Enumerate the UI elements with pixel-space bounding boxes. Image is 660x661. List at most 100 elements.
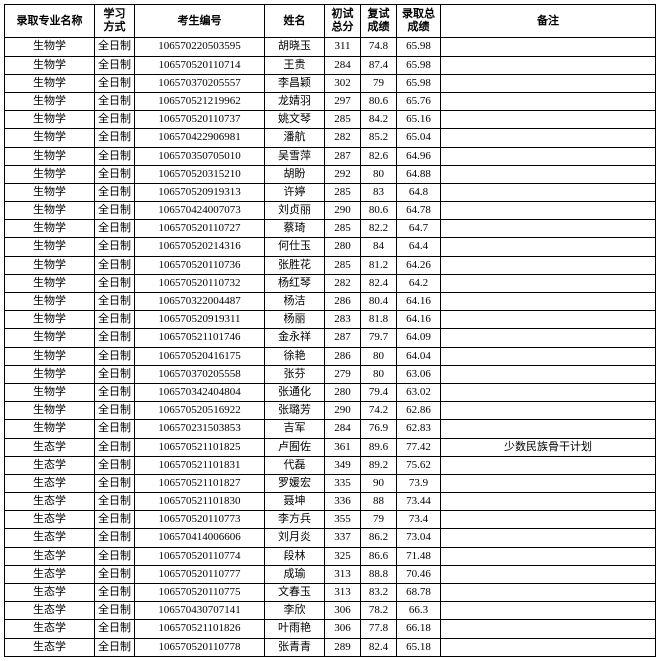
cell-name: 李欣 (265, 602, 325, 620)
cell-mode: 全日制 (95, 311, 135, 329)
cell-major: 生态学 (5, 474, 95, 492)
cell-tot: 64.16 (397, 293, 441, 311)
cell-id: 106570520110737 (135, 111, 265, 129)
table-row: 生物学全日制106570424007073刘贞丽29080.664.78 (5, 202, 656, 220)
cell-id: 106570322004487 (135, 293, 265, 311)
cell-major: 生物学 (5, 111, 95, 129)
cell-id: 106570350705010 (135, 147, 265, 165)
cell-s2: 79.7 (361, 329, 397, 347)
table-body: 生物学全日制106570220503595胡晓玉31174.865.98生物学全… (5, 38, 656, 656)
header-mode: 学习方式 (95, 5, 135, 38)
cell-name: 李昌颖 (265, 74, 325, 92)
table-row: 生态学全日制106570520110777成瑜31388.870.46 (5, 565, 656, 583)
cell-tot: 65.76 (397, 92, 441, 110)
cell-major: 生态学 (5, 620, 95, 638)
cell-id: 106570521101831 (135, 456, 265, 474)
cell-s1: 280 (325, 238, 361, 256)
cell-major: 生物学 (5, 147, 95, 165)
cell-s1: 286 (325, 293, 361, 311)
cell-name: 聂坤 (265, 493, 325, 511)
cell-tot: 65.16 (397, 111, 441, 129)
cell-s1: 302 (325, 74, 361, 92)
cell-major: 生物学 (5, 420, 95, 438)
cell-id: 106570424007073 (135, 202, 265, 220)
cell-s2: 80.4 (361, 293, 397, 311)
cell-mode: 全日制 (95, 438, 135, 456)
cell-name: 张通化 (265, 383, 325, 401)
cell-s1: 337 (325, 529, 361, 547)
cell-tot: 64.26 (397, 256, 441, 274)
cell-id: 106570521101826 (135, 620, 265, 638)
cell-major: 生物学 (5, 56, 95, 74)
cell-tot: 65.04 (397, 129, 441, 147)
cell-mode: 全日制 (95, 383, 135, 401)
cell-s1: 286 (325, 347, 361, 365)
cell-name: 刘月炎 (265, 529, 325, 547)
cell-mode: 全日制 (95, 402, 135, 420)
table-row: 生物学全日制106570520919313许婷2858364.8 (5, 183, 656, 201)
cell-id: 106570520110736 (135, 256, 265, 274)
cell-id: 106570520110775 (135, 584, 265, 602)
table-row: 生物学全日制106570520110737姚文琴28584.265.16 (5, 111, 656, 129)
cell-mode: 全日制 (95, 329, 135, 347)
cell-s2: 79.4 (361, 383, 397, 401)
table-row: 生物学全日制106570520110727蔡琦28582.264.7 (5, 220, 656, 238)
cell-s2: 86.2 (361, 529, 397, 547)
table-row: 生物学全日制106570520110714王贵28487.465.98 (5, 56, 656, 74)
cell-tot: 73.44 (397, 493, 441, 511)
cell-s2: 83 (361, 183, 397, 201)
cell-id: 106570520110727 (135, 220, 265, 238)
cell-tot: 71.48 (397, 547, 441, 565)
cell-tot: 65.98 (397, 38, 441, 56)
cell-major: 生态学 (5, 529, 95, 547)
cell-major: 生物学 (5, 238, 95, 256)
cell-tot: 64.8 (397, 183, 441, 201)
cell-s1: 306 (325, 620, 361, 638)
cell-tot: 65.18 (397, 638, 441, 656)
cell-tot: 73.9 (397, 474, 441, 492)
table-row: 生物学全日制106570520214316何仕玉2808464.4 (5, 238, 656, 256)
cell-tot: 65.98 (397, 74, 441, 92)
cell-note (441, 165, 656, 183)
table-row: 生态学全日制106570521101827罗媛宏3359073.9 (5, 474, 656, 492)
cell-mode: 全日制 (95, 129, 135, 147)
cell-s2: 80 (361, 165, 397, 183)
table-row: 生物学全日制106570370205557李昌颖3027965.98 (5, 74, 656, 92)
cell-s2: 84 (361, 238, 397, 256)
cell-note (441, 111, 656, 129)
header-major: 录取专业名称 (5, 5, 95, 38)
cell-note (441, 220, 656, 238)
cell-name: 金永祥 (265, 329, 325, 347)
cell-mode: 全日制 (95, 92, 135, 110)
cell-id: 106570422906981 (135, 129, 265, 147)
table-row: 生物学全日制106570322004487杨洁28680.464.16 (5, 293, 656, 311)
cell-s1: 290 (325, 202, 361, 220)
cell-name: 张青青 (265, 638, 325, 656)
cell-name: 蔡琦 (265, 220, 325, 238)
cell-s1: 282 (325, 129, 361, 147)
cell-s1: 285 (325, 256, 361, 274)
cell-name: 代磊 (265, 456, 325, 474)
cell-s2: 89.2 (361, 456, 397, 474)
cell-name: 刘贞丽 (265, 202, 325, 220)
cell-name: 张璐芳 (265, 402, 325, 420)
cell-tot: 66.18 (397, 620, 441, 638)
table-row: 生物学全日制106570521219962龙婧羽29780.665.76 (5, 92, 656, 110)
cell-s1: 349 (325, 456, 361, 474)
cell-mode: 全日制 (95, 493, 135, 511)
cell-s1: 336 (325, 493, 361, 511)
table-row: 生物学全日制106570521101746金永祥28779.764.09 (5, 329, 656, 347)
cell-s2: 88 (361, 493, 397, 511)
table-row: 生态学全日制106570521101831代磊34989.275.62 (5, 456, 656, 474)
cell-s2: 80.6 (361, 92, 397, 110)
cell-s2: 81.8 (361, 311, 397, 329)
cell-major: 生态学 (5, 493, 95, 511)
cell-id: 106570520110778 (135, 638, 265, 656)
cell-note (441, 620, 656, 638)
cell-id: 106570520919311 (135, 311, 265, 329)
table-row: 生态学全日制106570520110775文春玉31383.268.78 (5, 584, 656, 602)
cell-major: 生态学 (5, 547, 95, 565)
cell-s2: 88.8 (361, 565, 397, 583)
cell-major: 生态学 (5, 511, 95, 529)
cell-note (441, 511, 656, 529)
